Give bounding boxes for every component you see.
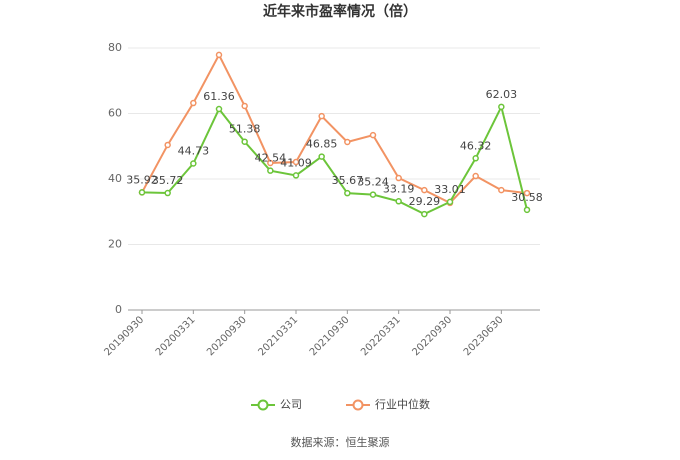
point bbox=[190, 99, 197, 107]
point bbox=[318, 112, 325, 120]
data-label: 46.32 bbox=[460, 139, 492, 152]
y-tick-label: 80 bbox=[108, 41, 122, 54]
point bbox=[215, 105, 223, 113]
legend-marker bbox=[257, 399, 269, 411]
point bbox=[318, 153, 325, 160]
point bbox=[498, 186, 505, 194]
point bbox=[472, 172, 479, 180]
point bbox=[395, 198, 402, 205]
legend-label: 行业中位数 bbox=[375, 397, 430, 411]
data-label: 62.03 bbox=[486, 88, 518, 101]
chart-title: 近年来市盈率情况（倍） bbox=[263, 3, 417, 20]
point bbox=[369, 191, 377, 198]
point bbox=[164, 141, 171, 149]
point bbox=[523, 189, 531, 197]
data-label: 33.01 bbox=[434, 183, 466, 196]
source: 数据来源：恒生聚源 bbox=[291, 435, 390, 449]
point bbox=[421, 186, 428, 194]
data-label: 42.54 bbox=[255, 152, 287, 165]
x-tick-label: 20210331 bbox=[256, 314, 300, 358]
point bbox=[369, 131, 377, 139]
y-tick-label: 40 bbox=[108, 172, 122, 185]
data-label: 41.09 bbox=[280, 156, 312, 169]
x-tick-label: 20200331 bbox=[154, 314, 198, 358]
series-line bbox=[141, 52, 528, 205]
data-label: 29.29 bbox=[409, 195, 441, 208]
point bbox=[164, 189, 171, 197]
data-label: 35.92 bbox=[126, 173, 158, 186]
series-line bbox=[141, 103, 528, 216]
point bbox=[267, 159, 274, 167]
point bbox=[395, 174, 402, 182]
point bbox=[267, 167, 274, 174]
x-tick-label: 20200930 bbox=[205, 314, 249, 358]
data-label: 35.72 bbox=[152, 174, 184, 187]
y-tick-label: 20 bbox=[108, 238, 122, 251]
point bbox=[241, 102, 248, 110]
legend-label: 公司 bbox=[280, 398, 302, 411]
data-label: 46.85 bbox=[306, 138, 338, 151]
y-tick-label: 60 bbox=[108, 107, 122, 120]
legend-marker bbox=[352, 399, 364, 411]
point bbox=[190, 160, 197, 167]
point bbox=[138, 189, 146, 196]
data-label: 30.58 bbox=[511, 191, 543, 204]
y-tick-label: 0 bbox=[115, 303, 122, 316]
data-label: 35.24 bbox=[357, 176, 389, 189]
x-tick-label: 20220930 bbox=[410, 314, 454, 358]
point bbox=[241, 138, 248, 145]
point bbox=[344, 138, 351, 146]
data-label: 44.73 bbox=[178, 145, 210, 158]
data-label: 61.36 bbox=[203, 90, 235, 103]
x-tick-label: 20230630 bbox=[462, 314, 506, 358]
x-tick-label: 20190930 bbox=[102, 314, 146, 358]
point bbox=[421, 210, 428, 218]
point bbox=[523, 206, 531, 214]
data-label: 33.19 bbox=[383, 182, 415, 195]
x-tick-label: 20210930 bbox=[308, 314, 352, 358]
data-label: 51.38 bbox=[229, 123, 261, 136]
point bbox=[292, 172, 300, 179]
point bbox=[292, 158, 300, 166]
point bbox=[498, 103, 505, 111]
x-tick-label: 20220331 bbox=[359, 314, 403, 358]
data-label: 35.67 bbox=[332, 174, 364, 187]
point bbox=[215, 51, 223, 59]
point bbox=[344, 189, 351, 197]
point bbox=[446, 198, 454, 206]
point bbox=[472, 155, 479, 162]
